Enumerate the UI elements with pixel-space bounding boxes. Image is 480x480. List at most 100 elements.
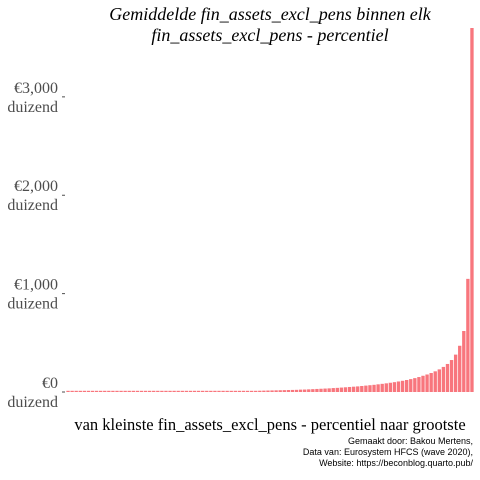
bar: [164, 390, 168, 392]
y-tick-label: duizend: [7, 296, 58, 313]
bar: [351, 386, 356, 392]
bar: [70, 390, 74, 392]
y-tick-label: €2,000: [14, 178, 58, 195]
bar: [368, 385, 372, 392]
bar: [156, 390, 160, 392]
bar: [343, 387, 348, 392]
bar: [147, 390, 152, 392]
bar: [405, 379, 409, 392]
bar: [225, 390, 229, 392]
bar: [205, 390, 209, 392]
bar: [388, 382, 393, 392]
bar: [307, 389, 311, 392]
bar: [107, 390, 111, 392]
bar: [458, 345, 462, 392]
caption-line-2: Data van: Eurosystem HFCS (wave 2020),: [303, 447, 473, 457]
bar: [74, 390, 78, 392]
bar: [396, 381, 401, 392]
bar: [409, 379, 413, 392]
bar: [339, 387, 344, 392]
bar: [266, 390, 270, 392]
bar: [233, 390, 237, 392]
bar: [176, 390, 180, 392]
bar: [453, 354, 458, 392]
x-axis-label: van kleinste fin_assets_excl_pens - perc…: [74, 415, 465, 434]
bar: [335, 387, 339, 392]
bar: [168, 390, 172, 392]
bar: [449, 360, 454, 392]
bar: [311, 389, 315, 392]
bar: [213, 390, 217, 392]
chart-title-line-1: Gemiddelde fin_assets_excl_pens binnen e…: [109, 4, 431, 24]
bar: [372, 384, 376, 392]
bar: [270, 390, 274, 392]
bar: [119, 390, 123, 392]
bar: [441, 366, 446, 392]
bar: [192, 390, 197, 392]
chart-title-line-2: fin_assets_excl_pens - percentiel: [151, 25, 388, 45]
bar: [139, 390, 144, 392]
bar: [421, 375, 425, 392]
bar: [356, 386, 360, 392]
bar: [384, 383, 388, 392]
bar: [429, 373, 433, 392]
y-tick-label: €1,000: [14, 277, 58, 294]
bar: [188, 390, 193, 392]
bar: [364, 385, 368, 392]
bar: [152, 390, 156, 392]
bar: [143, 390, 148, 392]
bars: [66, 28, 474, 392]
bar: [323, 388, 327, 392]
bar: [184, 390, 189, 392]
bar: [445, 363, 450, 392]
bar: [286, 390, 291, 392]
bar: [86, 390, 91, 392]
bar: [437, 369, 441, 392]
bar: [237, 390, 242, 392]
y-tick-label: €3,000: [14, 80, 58, 97]
bar: [115, 390, 119, 392]
bar: [249, 390, 254, 392]
bar: [172, 390, 176, 392]
bar: [111, 390, 115, 392]
bar: [466, 278, 470, 392]
bar: [90, 390, 95, 392]
bar: [82, 390, 87, 392]
bar: [303, 389, 307, 392]
bar: [278, 390, 282, 392]
bar: [78, 390, 82, 392]
bar: [123, 390, 127, 392]
caption-line-1: Gemaakt door: Bakou Mertens,: [348, 436, 473, 446]
bar: [417, 377, 421, 392]
caption: Gemaakt door: Bakou Mertens, Data van: E…: [303, 436, 474, 468]
bar: [392, 382, 397, 392]
bar: [319, 388, 323, 392]
bar: [209, 390, 213, 392]
bar: [262, 390, 266, 392]
bar: [376, 384, 380, 392]
bar: [245, 390, 250, 392]
bar: [201, 390, 205, 392]
bar: [66, 390, 70, 392]
bar: [290, 389, 295, 392]
bar: [221, 390, 225, 392]
bar: [470, 28, 474, 392]
bar: [99, 390, 103, 392]
bar: [425, 374, 429, 392]
y-tick-label: duizend: [7, 394, 58, 411]
bar: [380, 383, 384, 392]
bar: [400, 380, 405, 392]
bar: [217, 390, 221, 392]
bar: [131, 390, 135, 392]
y-tick-label: duizend: [7, 99, 58, 116]
bar: [282, 390, 286, 392]
bar: [413, 378, 417, 392]
y-tick-label: duizend: [7, 197, 58, 214]
bar: [229, 390, 233, 392]
bar: [331, 388, 335, 392]
chart-title: Gemiddelde fin_assets_excl_pens binnen e…: [109, 4, 431, 45]
bar: [180, 390, 184, 392]
bar: [254, 390, 258, 392]
bar: [360, 385, 364, 392]
